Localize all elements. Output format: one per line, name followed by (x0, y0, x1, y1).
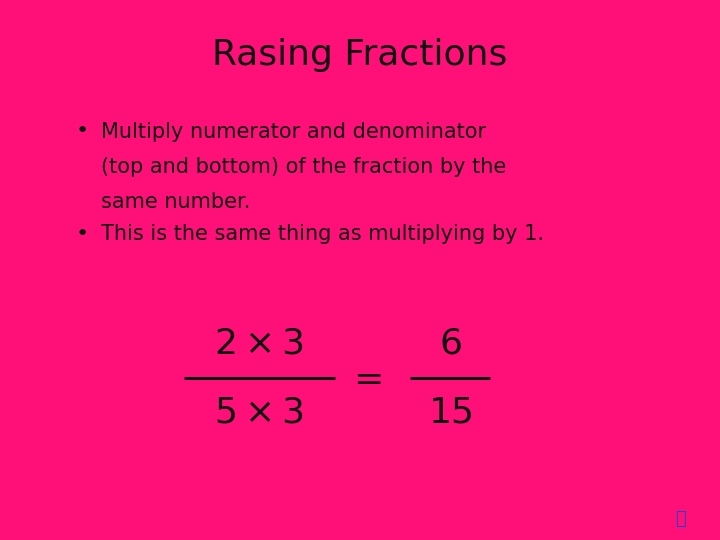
Text: This is the same thing as multiplying by 1.: This is the same thing as multiplying by… (101, 224, 544, 244)
Text: •: • (76, 224, 89, 244)
Text: same number.: same number. (101, 192, 250, 212)
Text: $5 \times 3$: $5 \times 3$ (215, 395, 304, 429)
Text: 🔊: 🔊 (675, 510, 685, 529)
Text: (top and bottom) of the fraction by the: (top and bottom) of the fraction by the (101, 157, 506, 177)
Text: •: • (76, 122, 89, 141)
Text: $15$: $15$ (428, 395, 472, 429)
Text: $2 \times 3$: $2 \times 3$ (215, 327, 304, 361)
Text: $6$: $6$ (438, 327, 462, 361)
Text: Rasing Fractions: Rasing Fractions (212, 38, 508, 72)
Text: Multiply numerator and denominator: Multiply numerator and denominator (101, 122, 486, 141)
Text: $=$: $=$ (346, 361, 382, 395)
